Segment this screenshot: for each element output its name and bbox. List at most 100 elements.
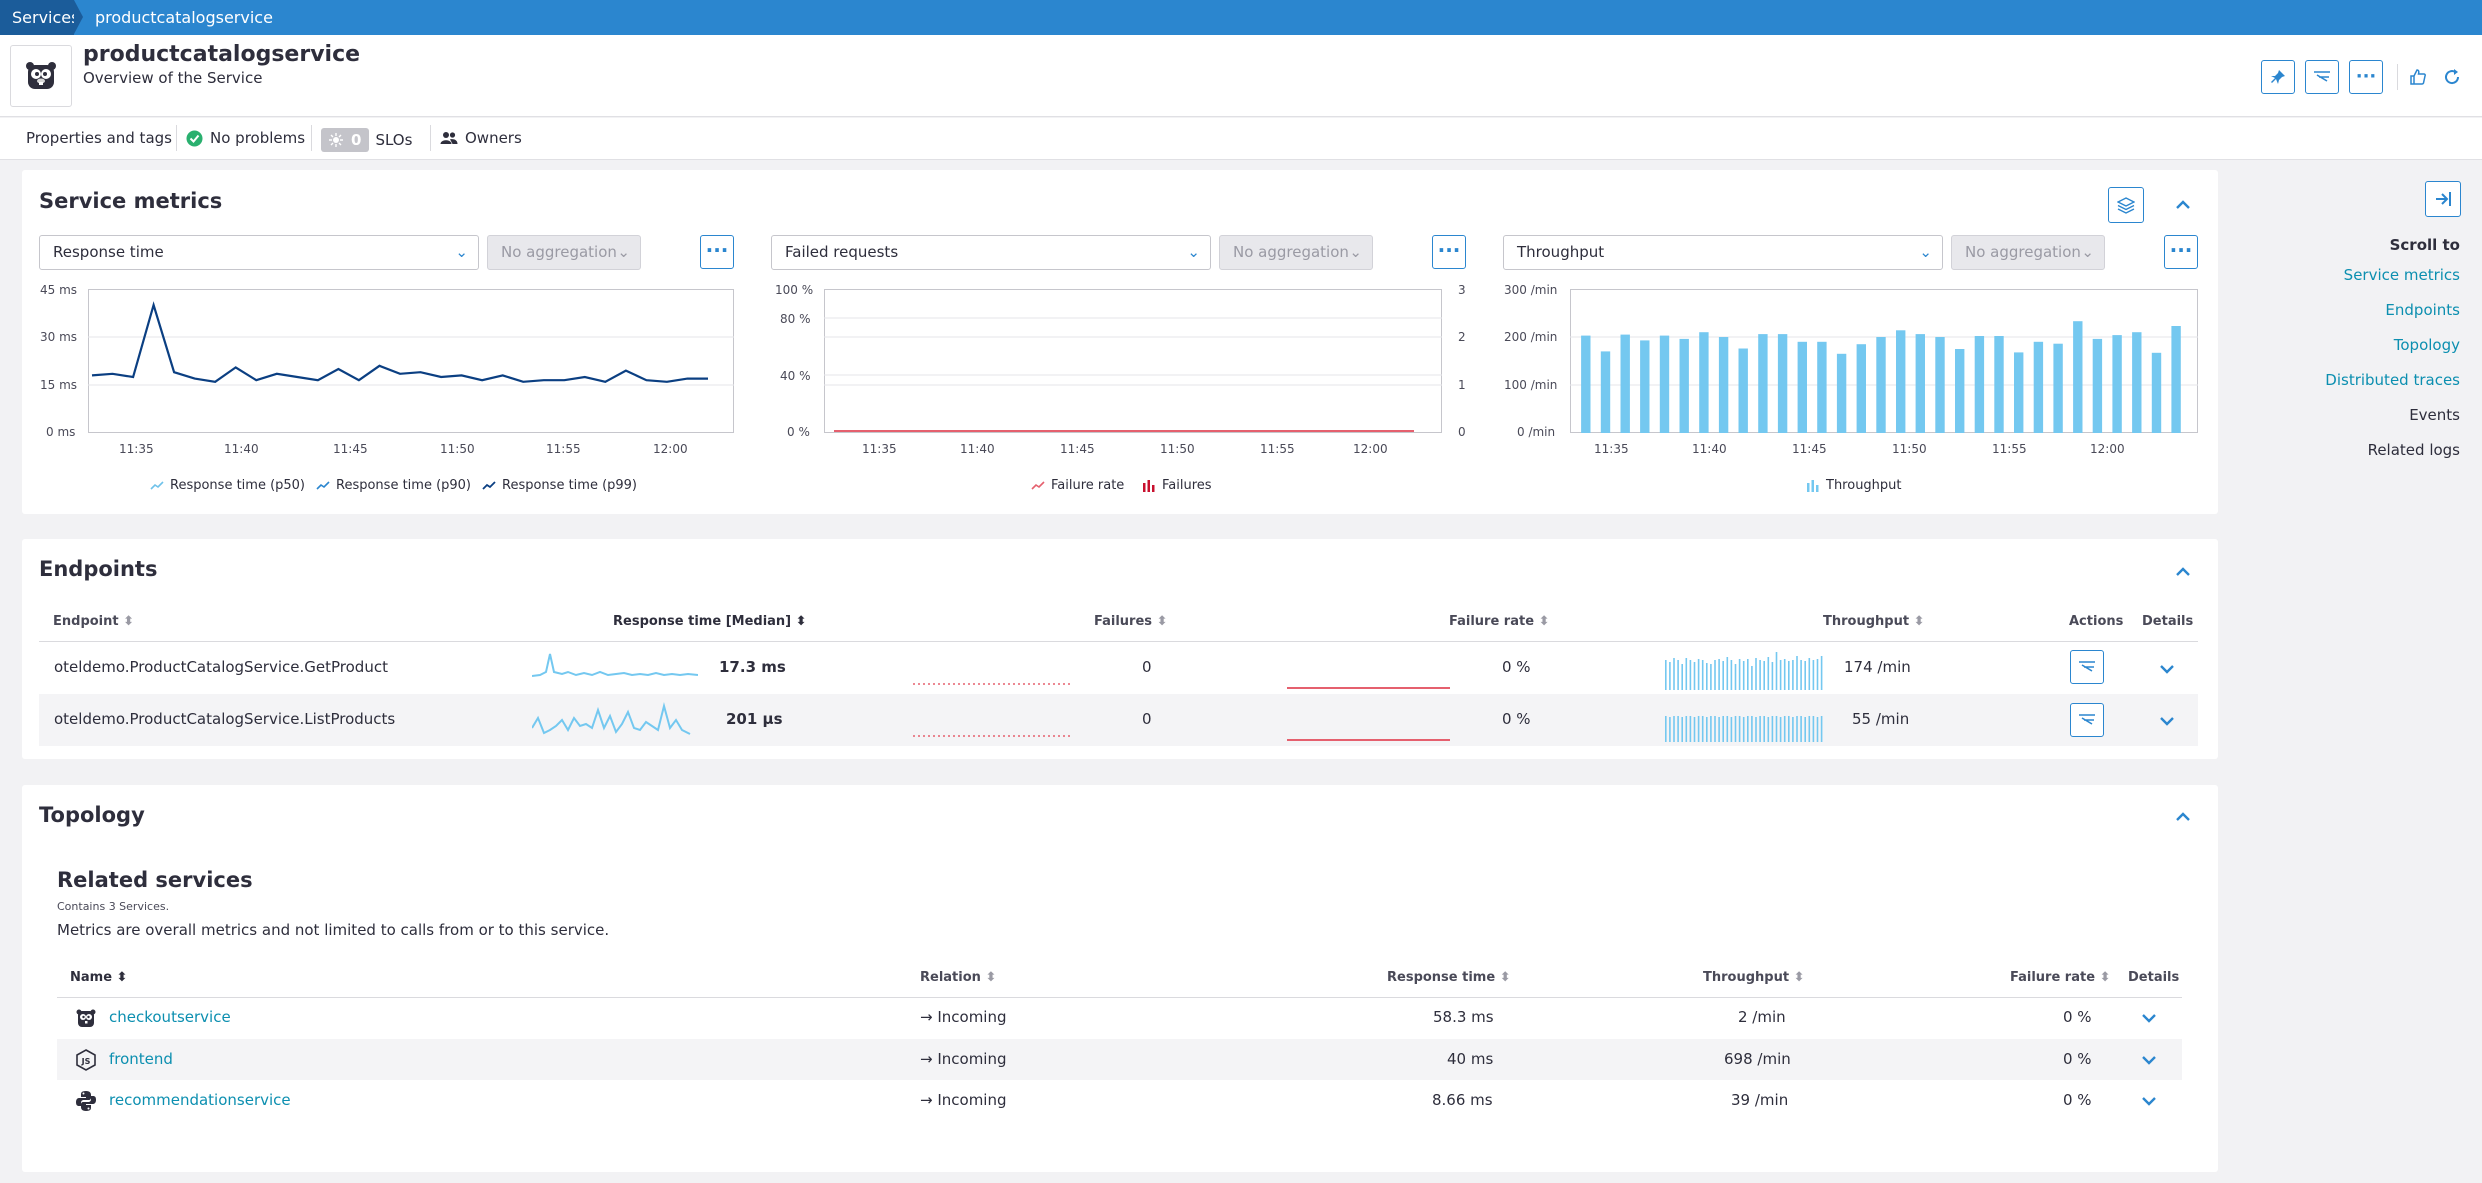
collapse-panel-button[interactable] <box>2425 181 2461 217</box>
chart-more-button-3[interactable]: ··· <box>2164 235 2198 269</box>
sparkline-bar <box>1693 662 1696 690</box>
ellipsis-icon: ··· <box>1437 238 1461 262</box>
column-header-throughput[interactable]: Throughput ⬍ <box>1703 970 1805 985</box>
metric-select-1[interactable]: Response time ⌄ <box>39 235 479 270</box>
refresh-icon[interactable] <box>2441 66 2463 88</box>
section-title-service-metrics: Service metrics <box>39 189 223 213</box>
pin-button[interactable] <box>2261 60 2295 94</box>
trace-analysis-button[interactable] <box>2305 60 2339 94</box>
sort-icon: ⬍ <box>1913 614 1925 629</box>
scroll-to-service-metrics[interactable]: Service metrics <box>2343 266 2460 284</box>
owners-link[interactable]: Owners <box>440 128 522 148</box>
properties-and-tags-link[interactable]: Properties and tags <box>26 129 172 147</box>
sparkline-bar <box>1767 717 1770 742</box>
relation-value: → Incoming <box>920 1008 1007 1026</box>
column-header-endpoint[interactable]: Endpoint ⬍ <box>53 614 135 629</box>
sparkline-bar <box>1792 660 1794 690</box>
legend-item[interactable]: Response time (p50) <box>150 478 305 493</box>
column-header-throughput[interactable]: Throughput ⬍ <box>1823 614 1925 629</box>
sparkline-bar <box>1734 716 1737 742</box>
sparkline-bar <box>1665 716 1667 742</box>
endpoint-name[interactable]: oteldemo.ProductCatalogService.ListProdu… <box>54 710 396 728</box>
column-header-failure-rate[interactable]: Failure rate ⬍ <box>2010 970 2111 985</box>
failures-value: 0 <box>1142 658 1152 676</box>
failure-rate-value: 0 % <box>2063 1008 2092 1026</box>
sparkline-bar <box>1788 716 1790 742</box>
scroll-to-topology[interactable]: Topology <box>2393 336 2460 354</box>
x-tick-label: 11:55 <box>546 442 581 456</box>
problems-status[interactable]: No problems <box>186 128 305 148</box>
column-header-name[interactable]: Name ⬍ <box>70 970 128 985</box>
throughput-bar <box>1758 334 1768 433</box>
slo-status[interactable]: 0 SLOs <box>321 128 412 152</box>
x-tick-label: 11:50 <box>1160 442 1195 456</box>
failure-rate-value: 0 % <box>1502 710 1531 728</box>
throughput-bar <box>1659 335 1670 433</box>
aggregation-select-3[interactable]: No aggregation ⌄ <box>1951 235 2105 270</box>
related-service-link[interactable]: checkoutservice <box>109 1008 231 1026</box>
legend-item[interactable]: Failure rate <box>1031 478 1124 493</box>
y-tick-label: 0 ms <box>46 425 76 439</box>
chart-more-button-2[interactable]: ··· <box>1432 235 1466 269</box>
scroll-to-related-logs[interactable]: Related logs <box>2367 441 2460 459</box>
legend-item[interactable]: Failures <box>1142 478 1212 493</box>
analyze-button[interactable] <box>2070 703 2104 737</box>
table-row[interactable] <box>39 642 2198 693</box>
chevron-down-icon[interactable] <box>2139 1091 2159 1111</box>
chevron-up-icon[interactable] <box>2172 561 2194 583</box>
chart-more-button-1[interactable]: ··· <box>700 235 734 269</box>
failure-rate-value: 0 % <box>2063 1091 2092 1109</box>
layers-button[interactable] <box>2108 187 2144 223</box>
sparkline-bar <box>1751 716 1753 742</box>
endpoint-name[interactable]: oteldemo.ProductCatalogService.GetProduc… <box>54 658 388 676</box>
table-row[interactable] <box>39 694 2198 746</box>
column-header-relation[interactable]: Relation ⬍ <box>920 970 997 985</box>
sparkline-bar <box>1796 716 1798 742</box>
x-tick-label: 11:45 <box>1060 442 1095 456</box>
related-service-link[interactable]: frontend <box>109 1050 173 1068</box>
scroll-to-title: Scroll to <box>2389 236 2460 254</box>
column-header-failures[interactable]: Failures ⬍ <box>1094 614 1168 629</box>
chevron-down-icon[interactable] <box>2139 1050 2159 1070</box>
column-header-response-time[interactable]: Response time ⬍ <box>1387 970 1511 985</box>
chevron-down-icon[interactable] <box>2139 1008 2159 1028</box>
legend-item[interactable]: Throughput <box>1806 478 1902 493</box>
response-time-value: 58.3 ms <box>1433 1008 1494 1026</box>
y2-tick-label: 0 <box>1458 425 1466 439</box>
aggregation-select-1[interactable]: No aggregation ⌄ <box>487 235 641 270</box>
sparkline-bar <box>1763 661 1765 690</box>
more-options-button[interactable]: ··· <box>2349 60 2383 94</box>
aggregation-select-2[interactable]: No aggregation ⌄ <box>1219 235 1373 270</box>
failure-rate-sparkline <box>1287 739 1450 741</box>
column-header-failure-rate[interactable]: Failure rate ⬍ <box>1449 614 1550 629</box>
page-subtitle: Overview of the Service <box>83 69 263 87</box>
analyze-button[interactable] <box>2070 650 2104 684</box>
scroll-to-endpoints[interactable]: Endpoints <box>2385 301 2460 319</box>
chevron-down-icon[interactable] <box>2157 711 2177 731</box>
y-tick-label: 15 ms <box>40 378 78 392</box>
thumbs-up-icon[interactable] <box>2407 66 2429 88</box>
related-service-link[interactable]: recommendationservice <box>109 1091 291 1109</box>
sparkline-bar <box>1804 661 1806 690</box>
table-row[interactable] <box>57 998 2182 1038</box>
legend-item[interactable]: Response time (p99) <box>482 478 637 493</box>
chevron-up-icon[interactable] <box>2172 194 2194 216</box>
sparkline-bar <box>1771 662 1774 690</box>
throughput-value: 2 /min <box>1738 1008 1786 1026</box>
sparkline-bar <box>1820 716 1823 742</box>
metric-select-2[interactable]: Failed requests ⌄ <box>771 235 1211 270</box>
breadcrumb-services[interactable]: Services <box>0 0 83 35</box>
scroll-to-distributed-traces[interactable]: Distributed traces <box>2325 371 2460 389</box>
divider <box>176 125 177 151</box>
metric-select-3[interactable]: Throughput ⌄ <box>1503 235 1943 270</box>
legend-item[interactable]: Response time (p90) <box>316 478 471 493</box>
sparkline-bar <box>1775 652 1778 690</box>
table-row[interactable] <box>57 1081 2182 1121</box>
chevron-down-icon[interactable] <box>2157 659 2177 679</box>
column-header-response-time[interactable]: Response time [Median] ⬍ <box>613 614 807 629</box>
sparkline-bar <box>1734 664 1737 690</box>
scroll-to-events[interactable]: Events <box>2409 406 2460 424</box>
chevron-up-icon[interactable] <box>2172 806 2194 828</box>
bar-legend-icon <box>1807 479 1819 492</box>
table-row[interactable] <box>57 1039 2182 1080</box>
